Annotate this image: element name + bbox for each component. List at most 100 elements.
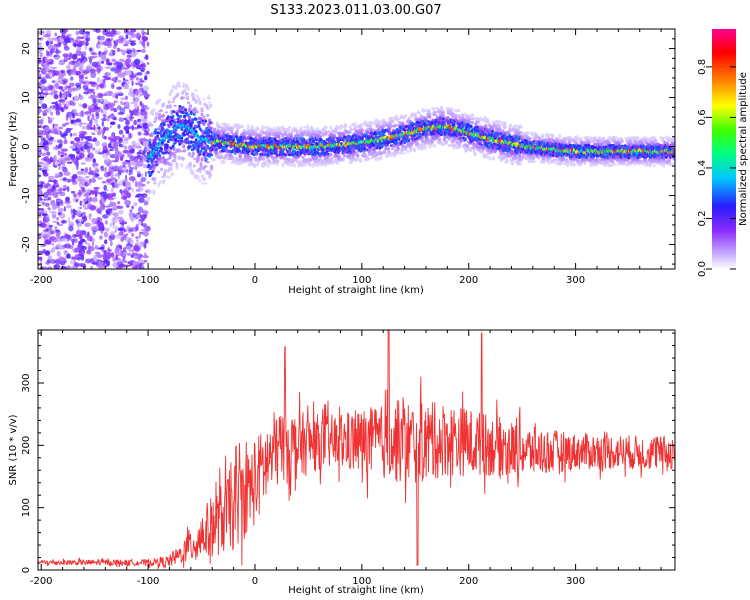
- noise-speck: [38, 189, 43, 195]
- noise-speck: [142, 32, 148, 35]
- noise-speck: [59, 71, 62, 76]
- noise-speck: [80, 147, 84, 152]
- noise-speck: [94, 245, 99, 250]
- noise-speck: [138, 231, 144, 235]
- noise-speck: [95, 192, 98, 198]
- ridge-halo: [182, 157, 186, 160]
- noise-speck: [134, 165, 138, 171]
- noise-speck: [138, 39, 143, 45]
- ridge-band: [204, 148, 208, 152]
- noise-speck: [135, 214, 141, 219]
- noise-speck: [89, 166, 92, 172]
- noise-speck: [71, 176, 76, 183]
- noise-speck: [145, 54, 149, 60]
- noise-speck: [80, 141, 87, 145]
- ridge-halo: [396, 146, 400, 151]
- noise-speck: [83, 70, 91, 73]
- noise-speck: [64, 200, 71, 205]
- ridge-halo: [279, 129, 283, 132]
- noise-speck: [126, 104, 130, 110]
- ridge-band: [194, 118, 198, 121]
- noise-speck: [133, 245, 140, 251]
- noise-speck: [113, 165, 119, 171]
- noise-speck: [46, 214, 50, 220]
- noise-speck: [103, 197, 107, 201]
- noise-speck: [139, 78, 143, 81]
- noise-speck: [38, 70, 41, 73]
- noise-speck: [84, 45, 88, 50]
- noise-speck: [104, 227, 110, 232]
- noise-speck: [76, 46, 82, 51]
- noise-speck: [118, 129, 124, 135]
- noise-speck: [78, 103, 84, 108]
- noise-speck: [41, 93, 44, 97]
- noise-speck: [68, 225, 74, 232]
- ridge-halo: [196, 175, 200, 180]
- ridge-halo: [158, 113, 162, 117]
- noise-speck: [76, 210, 82, 216]
- ridge-halo: [199, 121, 203, 125]
- noise-speck: [116, 91, 123, 94]
- noise-speck: [101, 249, 108, 253]
- noise-speck: [116, 92, 124, 97]
- noise-speck: [74, 112, 79, 117]
- ridge-halo: [172, 147, 176, 151]
- ridge-halo: [404, 114, 408, 118]
- ridge-halo: [366, 131, 370, 135]
- ridge-halo: [200, 109, 204, 113]
- noise-speck: [62, 177, 67, 181]
- noise-speck: [131, 213, 137, 217]
- noise-speck: [44, 126, 50, 132]
- noise-speck: [40, 135, 44, 143]
- ridge-halo: [195, 110, 199, 114]
- ridge-halo: [158, 98, 162, 102]
- noise-speck: [142, 210, 149, 216]
- ridge-halo: [191, 151, 195, 156]
- noise-speck: [116, 248, 122, 252]
- ridge-halo: [197, 96, 201, 102]
- ridge-band: [326, 152, 330, 156]
- noise-speck: [90, 118, 96, 121]
- ridge-halo: [342, 154, 346, 158]
- noise-speck: [87, 215, 92, 218]
- noise-speck: [126, 252, 132, 256]
- ridge-halo: [194, 89, 198, 92]
- noise-speck: [99, 246, 105, 250]
- noise-speck: [126, 70, 132, 76]
- noise-speck: [46, 53, 51, 57]
- noise-speck: [73, 193, 77, 198]
- noise-speck: [45, 228, 49, 232]
- ridge-halo: [207, 95, 211, 100]
- ridge-halo: [329, 152, 333, 157]
- ridge-halo: [413, 114, 418, 118]
- noise-speck: [110, 146, 115, 149]
- noise-speck: [135, 32, 141, 38]
- ridge-halo: [171, 84, 175, 90]
- noise-speck: [137, 131, 142, 136]
- ridge-halo: [198, 100, 202, 106]
- noise-speck: [40, 123, 43, 129]
- noise-speck: [74, 43, 77, 47]
- noise-speck: [49, 118, 53, 122]
- noise-speck: [118, 209, 124, 215]
- noise-speck: [70, 190, 76, 194]
- ridge-halo: [183, 90, 187, 93]
- ridge-halo: [187, 116, 191, 119]
- noise-speck: [140, 63, 145, 67]
- ridge-halo: [206, 106, 210, 110]
- ridge-halo: [408, 137, 412, 140]
- noise-speck: [69, 114, 72, 121]
- ridge-halo: [208, 101, 212, 104]
- noise-speck: [122, 134, 125, 139]
- ridge-halo: [188, 104, 192, 109]
- noise-speck: [81, 58, 84, 61]
- noise-speck: [78, 94, 84, 101]
- ridge-halo: [367, 157, 371, 160]
- noise-speck: [97, 98, 101, 104]
- noise-speck: [38, 107, 42, 114]
- noise-speck: [102, 78, 106, 84]
- ridge-halo: [369, 147, 373, 152]
- noise-speck: [42, 191, 49, 199]
- noise-speck: [112, 204, 119, 211]
- noise-speck: [104, 171, 107, 175]
